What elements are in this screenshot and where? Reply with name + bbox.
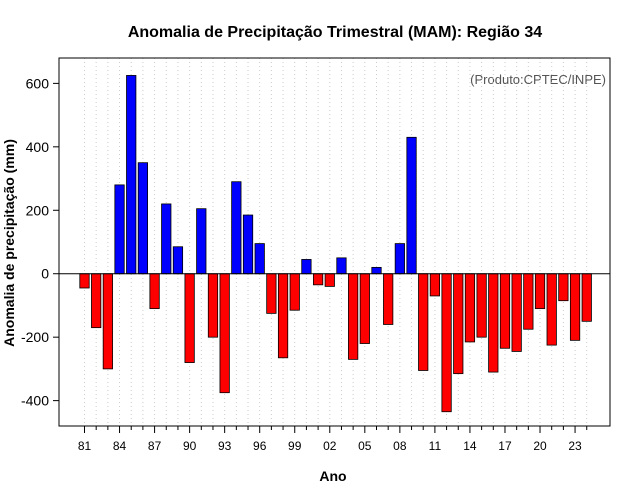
x-axis: 81 84 87 90 93 96 99 02 05 08 11 14 17 20 23	[78, 426, 588, 453]
bar-2008	[394, 243, 405, 275]
y-axis: -400 -200 0 200 400 600	[21, 75, 59, 409]
bar-1996	[254, 243, 265, 275]
bar-1995	[242, 214, 254, 275]
bar-1994	[231, 181, 242, 275]
x-tick-label: 20	[533, 439, 547, 453]
x-tick-label: 96	[253, 439, 267, 453]
bar-1989	[172, 246, 184, 275]
x-tick-label: 87	[148, 439, 162, 453]
y-tick-label: 200	[26, 202, 50, 218]
bar-1998	[277, 273, 289, 359]
bar-2005	[359, 273, 370, 344]
x-tick-label: 81	[78, 439, 92, 453]
x-tick-label: 05	[358, 439, 372, 453]
bar-2020	[534, 273, 546, 310]
x-tick-label: 08	[393, 439, 407, 453]
bar-2003	[336, 257, 347, 275]
bar-2011	[429, 273, 441, 297]
x-tick-label: 14	[463, 439, 477, 453]
y-tick-label: 600	[26, 75, 50, 91]
x-tick-label: 17	[498, 439, 512, 453]
bar-2023	[569, 273, 581, 341]
bar-1985	[126, 75, 137, 275]
bar-2001	[312, 273, 324, 286]
bar-2012	[441, 273, 452, 413]
bar-2022	[558, 273, 569, 302]
y-tick-label: -200	[21, 329, 49, 345]
plot-frame	[58, 57, 611, 427]
bar-1999	[289, 273, 300, 311]
x-tick-label: 11	[429, 439, 442, 453]
y-tick-label: 0	[41, 266, 49, 282]
bar-1990	[184, 273, 195, 363]
bar-2017	[499, 273, 511, 349]
bar-1993	[219, 273, 230, 394]
x-tick-label: 99	[288, 439, 302, 453]
grid	[84, 58, 588, 426]
bar-2014	[464, 273, 476, 343]
credit-label: (Produto:CPTEC/INPE)	[470, 72, 606, 87]
bar-1992	[207, 273, 219, 338]
bar-1997	[266, 273, 277, 314]
x-tick-label: 02	[323, 439, 337, 453]
bar-1991	[196, 208, 207, 275]
bar-1986	[137, 162, 148, 275]
bar-2019	[523, 273, 534, 330]
bar-2009	[406, 136, 417, 275]
bar-2004	[348, 273, 359, 360]
bar-2016	[488, 273, 499, 373]
bar-2007	[383, 273, 394, 325]
x-tick-label: 93	[218, 439, 232, 453]
bar-2024	[581, 273, 592, 322]
bars	[79, 75, 592, 413]
x-axis-label: Ano	[319, 468, 346, 484]
bar-1984	[114, 184, 125, 275]
bar-1982	[91, 273, 102, 329]
bar-1983	[102, 273, 113, 370]
bar-1988	[161, 203, 172, 275]
chart-title: Anomalia de Precipitação Trimestral (MAM…	[128, 24, 542, 41]
bar-2021	[546, 273, 557, 346]
bar-2006	[371, 266, 382, 275]
x-tick-label: 90	[183, 439, 197, 453]
bar-2000	[301, 259, 312, 275]
y-axis-label: Anomalia de precipitação (mm)	[1, 139, 17, 347]
bar-1981	[79, 273, 90, 289]
bar-2002	[324, 273, 335, 287]
y-tick-label: -400	[21, 393, 49, 409]
bar-2015	[476, 273, 487, 338]
y-tick-label: 400	[26, 139, 50, 155]
x-tick-label: 84	[113, 439, 127, 453]
bar-2010	[418, 273, 429, 371]
bar-2018	[511, 273, 522, 352]
x-tick-label: 23	[568, 439, 582, 453]
bar-1987	[149, 273, 160, 310]
bar-2013	[453, 273, 464, 375]
